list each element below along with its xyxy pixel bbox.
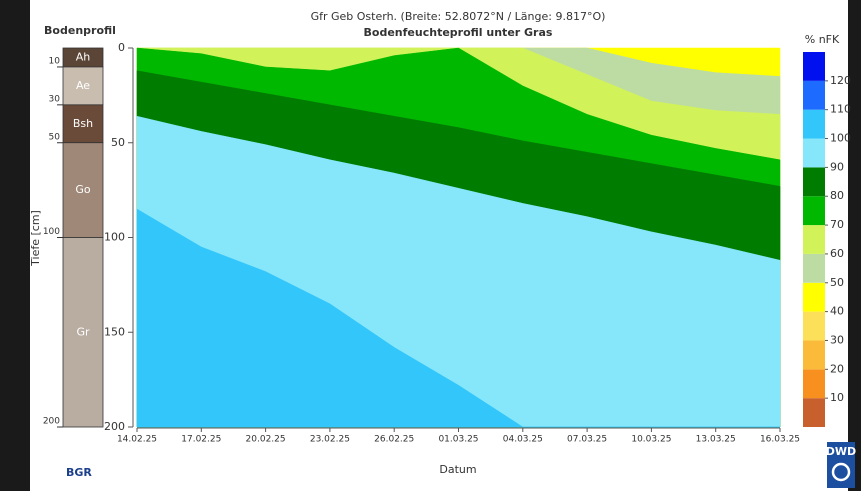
colorbar-tick-label: 50 xyxy=(830,276,844,289)
soil-layer-label: Ae xyxy=(76,79,90,92)
x-tick-label: 16.03.25 xyxy=(760,435,800,445)
x-axis-label: Datum xyxy=(439,463,476,476)
colorbar-cell xyxy=(803,80,825,110)
x-tick-label: 17.02.25 xyxy=(181,435,221,445)
colorbar-cell xyxy=(803,167,825,197)
x-tick-label: 04.03.25 xyxy=(503,435,543,445)
y-tick-label: 200 xyxy=(104,420,125,433)
colorbar-title: % nFK xyxy=(805,33,840,46)
soil-layer xyxy=(62,66,104,106)
profile-title: Bodenprofil xyxy=(44,24,116,37)
colorbar-tick-label: 10 xyxy=(830,391,844,404)
profile-tick-label: 30 xyxy=(49,94,61,104)
colorbar-cell xyxy=(803,311,825,341)
colorbar-cell xyxy=(803,109,825,139)
profile-y-label: Tiefe [cm] xyxy=(29,210,42,267)
logo-dwd-swirl xyxy=(831,462,851,482)
x-tick-label: 20.02.25 xyxy=(246,435,286,445)
colorbar-tick-label: 90 xyxy=(830,160,844,173)
y-tick-label: 100 xyxy=(104,231,125,244)
colorbar-tick-label: 70 xyxy=(830,218,844,231)
colorbar-cell xyxy=(803,398,825,427)
soil-layer-label: Ah xyxy=(76,50,91,63)
soil-layer xyxy=(62,142,104,238)
colorbar-cell xyxy=(803,225,825,254)
colorbar-cell xyxy=(803,369,825,399)
colorbar-cell xyxy=(803,282,825,312)
colorbar-cell xyxy=(803,340,825,370)
colorbar-tick-label: 20 xyxy=(830,362,844,375)
soil-layer-label: Go xyxy=(75,183,91,196)
x-tick-label: 14.02.25 xyxy=(117,435,157,445)
profile-tick-label: 10 xyxy=(49,56,61,66)
y-tick-label: 0 xyxy=(118,41,125,54)
colorbar-tick-label: 100 xyxy=(830,132,851,145)
x-tick-label: 10.03.25 xyxy=(631,435,671,445)
x-tick-label: 26.02.25 xyxy=(374,435,414,445)
profile-tick-label: 50 xyxy=(49,132,61,142)
colorbar-cell xyxy=(803,253,825,283)
y-tick-label: 50 xyxy=(111,136,125,149)
profile-tick-label: 200 xyxy=(43,417,60,427)
colorbar-tick-label: 110 xyxy=(830,103,851,116)
chart-title: Gfr Geb Osterh. (Breite: 52.8072°N / Län… xyxy=(311,10,606,23)
soil-layer xyxy=(62,104,104,144)
x-tick-label: 01.03.25 xyxy=(438,435,478,445)
logo-bgr: BGR xyxy=(66,466,92,479)
y-tick-label: 150 xyxy=(104,325,125,338)
x-tick-label: 13.03.25 xyxy=(696,435,736,445)
soil-layer xyxy=(62,237,104,428)
colorbar-tick-label: 120 xyxy=(830,74,851,87)
logo-dwd: DWD xyxy=(826,445,856,458)
contour-band xyxy=(136,208,780,428)
colorbar-tick-label: 80 xyxy=(830,189,844,202)
x-tick-label: 23.02.25 xyxy=(310,435,350,445)
colorbar-tick-label: 40 xyxy=(830,305,844,318)
colorbar-cell xyxy=(803,138,825,168)
soil-layer-label: Bsh xyxy=(73,117,93,130)
colorbar-cell xyxy=(803,52,825,81)
colorbar-tick-label: 60 xyxy=(830,247,844,260)
chart-subtitle: Bodenfeuchteprofil unter Gras xyxy=(364,26,553,39)
soil-layer-label: Gr xyxy=(76,325,90,338)
colorbar-cell xyxy=(803,196,825,226)
x-tick-label: 07.03.25 xyxy=(567,435,607,445)
colorbar-tick-label: 30 xyxy=(830,333,844,346)
profile-tick-label: 100 xyxy=(43,227,60,237)
